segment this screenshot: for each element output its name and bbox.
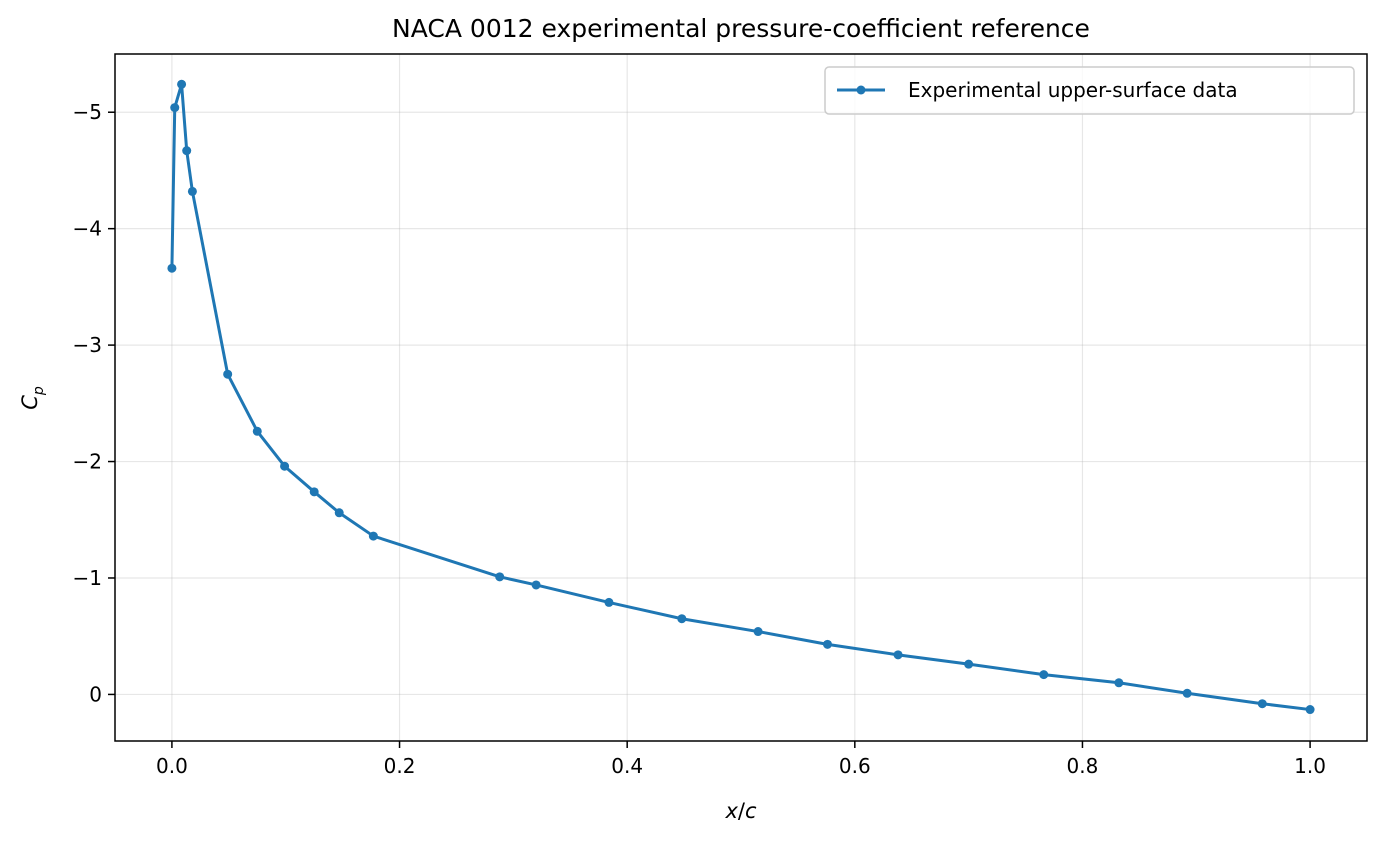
legend: Experimental upper-surface data — [824, 66, 1355, 115]
data-point — [1305, 705, 1315, 715]
data-point — [964, 659, 974, 669]
y-axis-label-main: C — [18, 395, 42, 410]
data-point — [334, 508, 344, 518]
x-axis-label: x/c — [724, 799, 757, 823]
data-point — [893, 650, 903, 660]
data-point — [167, 263, 177, 273]
x-tick-label: 0.6 — [839, 754, 871, 778]
data-point — [368, 531, 378, 541]
y-tick-label: −1 — [73, 566, 102, 590]
data-point — [1182, 688, 1192, 698]
y-tick-label: −2 — [73, 450, 102, 474]
y-tick-label: −5 — [73, 100, 102, 124]
data-point — [309, 487, 319, 497]
x-tick-label: 1.0 — [1294, 754, 1326, 778]
legend-box — [824, 66, 1355, 115]
data-point — [280, 461, 290, 471]
data-point — [677, 614, 687, 624]
data-point — [252, 426, 262, 436]
series-line — [170, 82, 1311, 712]
y-tick-label: −4 — [73, 217, 102, 241]
data-point — [1257, 699, 1267, 709]
data-point — [753, 627, 763, 637]
series-layer — [167, 79, 1315, 715]
y-tick-label: 0 — [89, 682, 102, 706]
x-tick-label: 0.2 — [384, 754, 416, 778]
grid-lines — [115, 54, 1367, 741]
data-point — [604, 597, 614, 607]
data-point — [177, 79, 187, 89]
data-point — [823, 639, 833, 649]
chart-title: NACA 0012 experimental pressure-coeffici… — [392, 14, 1090, 43]
data-point — [1114, 678, 1124, 688]
data-point — [182, 146, 192, 156]
y-tick-label: −3 — [73, 333, 102, 357]
legend-point-marker — [856, 85, 866, 95]
data-point — [1039, 670, 1049, 680]
x-axis-label-denominator: c — [745, 799, 757, 823]
data-point — [223, 369, 233, 379]
data-point — [495, 572, 505, 582]
x-axis-label-numerator: x — [724, 799, 738, 823]
y-axis-label-subscript: p — [31, 386, 47, 396]
y-axis-label: Cp — [18, 386, 47, 410]
data-point — [531, 580, 541, 590]
plot-area-frame — [114, 53, 1368, 742]
axis-ticks: 0.0 0.2 0.4 0.6 0.8 1.0 −5 −4 −3 −2 −1 0 — [73, 100, 1326, 778]
data-point — [170, 103, 180, 113]
x-axis-label-slash: / — [738, 799, 746, 823]
data-point — [187, 186, 197, 196]
x-tick-label: 0.8 — [1067, 754, 1099, 778]
legend-label: Experimental upper-surface data — [908, 78, 1238, 102]
x-tick-label: 0.4 — [611, 754, 643, 778]
x-tick-label: 0.0 — [156, 754, 188, 778]
